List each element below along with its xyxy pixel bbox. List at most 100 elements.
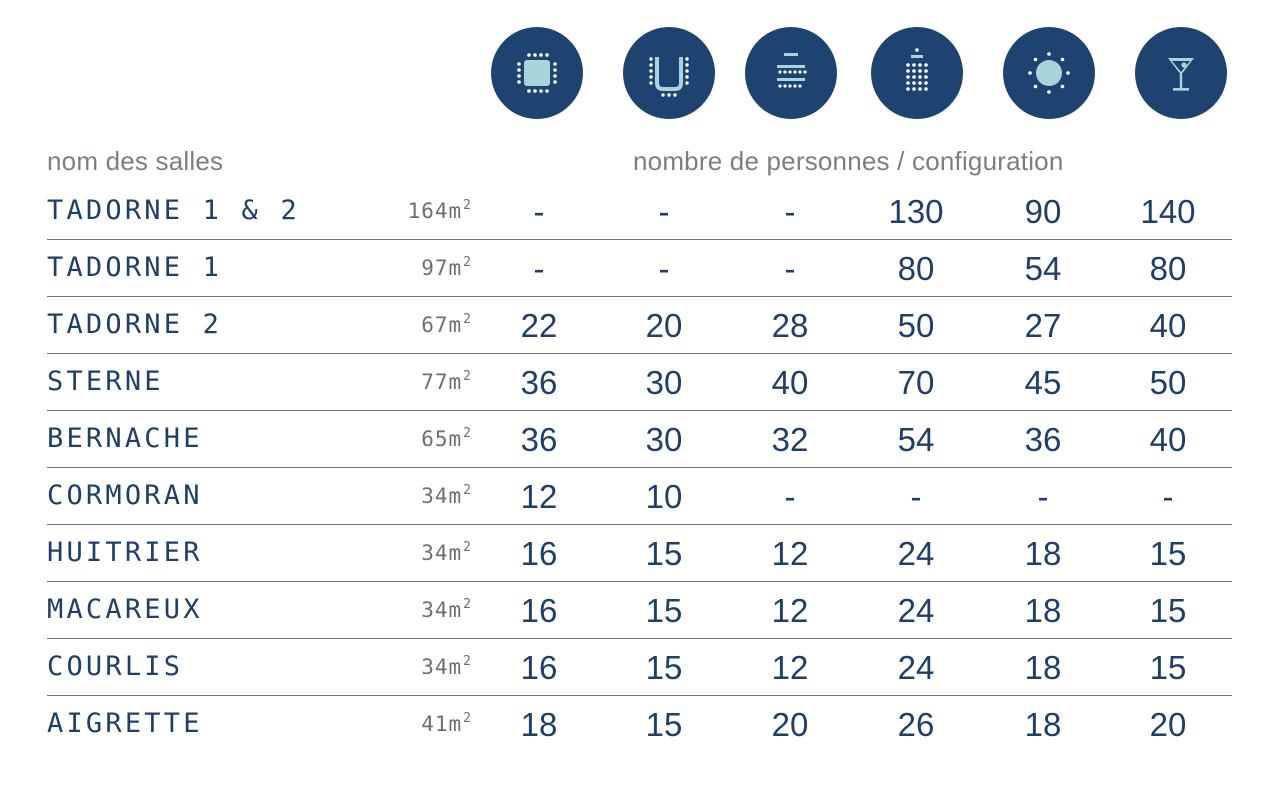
room-name: TADORNE 1 xyxy=(47,252,223,283)
capacity-value: 16 xyxy=(520,649,558,686)
room-area-unit-exponent: 2 xyxy=(463,198,472,213)
room-name: TADORNE 1 & 2 xyxy=(47,195,300,226)
capacity-value: - xyxy=(784,478,796,515)
capacity-value: - xyxy=(533,193,545,230)
capacity-value: 32 xyxy=(771,421,809,458)
capacity-value: 40 xyxy=(771,364,809,401)
room-area: 97m2 xyxy=(421,255,472,280)
capacity-value: - xyxy=(910,478,922,515)
room-area-unit-exponent: 2 xyxy=(463,654,472,669)
room-area-value: 97m xyxy=(421,256,463,280)
capacity-value: 24 xyxy=(897,649,935,686)
capacity-value: 18 xyxy=(1024,706,1062,743)
room-area: 41m2 xyxy=(421,711,472,736)
capacity-value: 15 xyxy=(645,649,683,686)
cocktail-icon xyxy=(1135,27,1227,119)
room-name: COURLIS xyxy=(47,651,184,682)
room-area-value: 67m xyxy=(421,313,463,337)
room-area-unit-exponent: 2 xyxy=(463,711,472,726)
capacity-value: 50 xyxy=(897,307,935,344)
room-area: 34m2 xyxy=(421,483,472,508)
table-row: MACAREUX 34m2 16 15 12 24 18 15 xyxy=(47,582,1232,639)
capacity-value: 70 xyxy=(897,364,935,401)
room-name: CORMORAN xyxy=(47,480,203,511)
capacity-value: 16 xyxy=(520,535,558,572)
capacity-value: 20 xyxy=(771,706,809,743)
capacity-value: 30 xyxy=(645,364,683,401)
capacity-value: 40 xyxy=(1149,307,1187,344)
capacity-value: 12 xyxy=(771,535,809,572)
room-area-value: 34m xyxy=(421,598,463,622)
capacity-value: 36 xyxy=(1024,421,1062,458)
room-area-value: 65m xyxy=(421,427,463,451)
capacity-value: 40 xyxy=(1149,421,1187,458)
room-area-unit-exponent: 2 xyxy=(463,540,472,555)
room-area-value: 34m xyxy=(421,655,463,679)
capacity-value: 15 xyxy=(1149,592,1187,629)
capacity-value: 30 xyxy=(645,421,683,458)
room-area: 164m2 xyxy=(408,198,472,223)
capacity-value: 20 xyxy=(645,307,683,344)
capacity-value: 15 xyxy=(645,706,683,743)
capacity-configuration-header: nombre de personnes / configuration xyxy=(633,146,1064,176)
capacity-value: 15 xyxy=(645,535,683,572)
capacity-value: 18 xyxy=(1024,592,1062,629)
capacity-value: 15 xyxy=(1149,535,1187,572)
configuration-icons-row xyxy=(0,27,1288,119)
u-shape-icon xyxy=(623,27,715,119)
room-area-unit-exponent: 2 xyxy=(463,255,472,270)
capacity-value: 18 xyxy=(1024,649,1062,686)
capacity-value: 10 xyxy=(645,478,683,515)
room-area-unit-exponent: 2 xyxy=(463,597,472,612)
table-row: AIGRETTE 41m2 18 15 20 26 18 20 xyxy=(47,696,1232,753)
room-area: 34m2 xyxy=(421,540,472,565)
room-area: 67m2 xyxy=(421,312,472,337)
capacity-value: 36 xyxy=(520,421,558,458)
capacity-value: 16 xyxy=(520,592,558,629)
capacity-value: - xyxy=(1037,478,1049,515)
capacity-value: - xyxy=(1162,478,1174,515)
room-area-value: 34m xyxy=(421,541,463,565)
capacity-value: 45 xyxy=(1024,364,1062,401)
room-area-value: 77m xyxy=(421,370,463,394)
capacity-value: 22 xyxy=(520,307,558,344)
boardroom-icon xyxy=(491,27,583,119)
theatre-icon xyxy=(871,27,963,119)
room-area-unit-exponent: 2 xyxy=(463,312,472,327)
room-name: HUITRIER xyxy=(47,537,203,568)
capacity-value: 50 xyxy=(1149,364,1187,401)
room-name: BERNACHE xyxy=(47,423,203,454)
capacity-value: 28 xyxy=(771,307,809,344)
capacity-value: 24 xyxy=(897,535,935,572)
capacity-value: 18 xyxy=(520,706,558,743)
capacity-value: 12 xyxy=(771,592,809,629)
room-area: 77m2 xyxy=(421,369,472,394)
capacity-value: 130 xyxy=(888,193,944,230)
room-capacity-table: TADORNE 1 & 2 164m2- - -130 90 140 TADORNE 1 97… xyxy=(47,183,1232,753)
capacity-value: 12 xyxy=(771,649,809,686)
capacity-value: 27 xyxy=(1024,307,1062,344)
room-area-unit-exponent: 2 xyxy=(463,483,472,498)
capacity-value: - xyxy=(658,250,670,287)
capacity-value: 26 xyxy=(897,706,935,743)
room-name: STERNE xyxy=(47,366,164,397)
capacity-value: 18 xyxy=(1024,535,1062,572)
capacity-value: 80 xyxy=(1149,250,1187,287)
capacity-value: - xyxy=(533,250,545,287)
table-row: COURLIS 34m2 16 15 12 24 18 15 xyxy=(47,639,1232,696)
room-name: AIGRETTE xyxy=(47,708,203,739)
capacity-value: 54 xyxy=(1024,250,1062,287)
room-area-value: 164m xyxy=(407,199,463,223)
capacity-value: - xyxy=(784,250,796,287)
capacity-value: 15 xyxy=(645,592,683,629)
room-area-value: 34m xyxy=(421,484,463,508)
table-row: BERNACHE 65m2 36 30 32 54 36 40 xyxy=(47,411,1232,468)
capacity-value: 20 xyxy=(1149,706,1187,743)
room-area: 65m2 xyxy=(421,426,472,451)
table-row: STERNE 77m2 36 30 40 70 45 50 xyxy=(47,354,1232,411)
capacity-value: 12 xyxy=(520,478,558,515)
table-row: TADORNE 1 & 2 164m2 - - - 130 90 140 xyxy=(47,183,1232,240)
table-row: HUITRIER 34m2 16 15 12 24 18 15 xyxy=(47,525,1232,582)
capacity-value: 90 xyxy=(1024,193,1062,230)
room-area: 34m2 xyxy=(421,654,472,679)
